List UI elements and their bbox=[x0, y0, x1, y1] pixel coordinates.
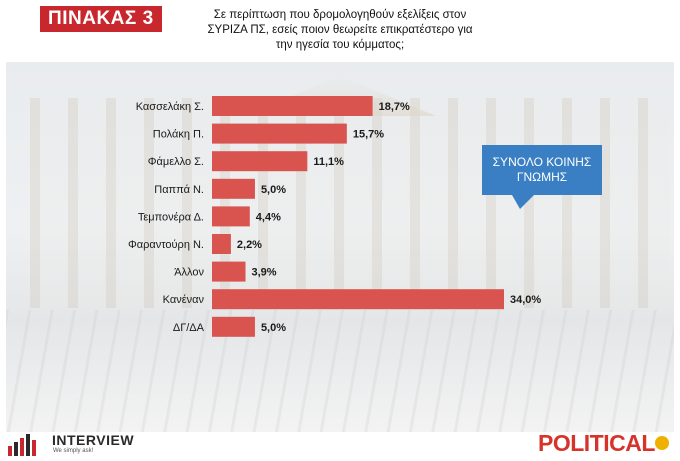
interview-tagline: We simply ask! bbox=[53, 448, 94, 454]
bar bbox=[212, 96, 373, 116]
category-label: Φαραντούρη Ν. bbox=[128, 239, 204, 251]
parliament-facade bbox=[30, 98, 670, 308]
political-logo: POLITICAL bbox=[538, 430, 655, 456]
value-label: 18,7% bbox=[379, 101, 410, 113]
value-label: 11,1% bbox=[313, 156, 344, 168]
value-label: 5,0% bbox=[261, 184, 286, 196]
bar bbox=[212, 123, 347, 144]
question-line: την ηγεσία του κόμματος; bbox=[275, 39, 405, 51]
category-label: Άλλον bbox=[174, 267, 204, 279]
survey-question: Σε περίπτωση που δρομολογηθούν εξελίξεις… bbox=[168, 8, 512, 53]
value-label: 15,7% bbox=[353, 129, 384, 141]
category-label: Παππά Ν. bbox=[154, 184, 204, 196]
question-line: ΣΥΡΙΖΑ ΠΣ, εσείς ποιον θεωρείτε επικρατέ… bbox=[207, 24, 473, 36]
category-label: Κασσελάκη Σ. bbox=[136, 101, 204, 113]
value-label: 4,4% bbox=[256, 211, 281, 223]
bar bbox=[212, 206, 250, 227]
interview-logo-text: INTERVIEW bbox=[52, 432, 135, 448]
bar bbox=[212, 289, 504, 310]
bar bbox=[212, 261, 246, 282]
question-line: Σε περίπτωση που δρομολογηθούν εξελίξεις… bbox=[213, 9, 467, 21]
bar bbox=[212, 151, 308, 172]
political-logo-dot-icon bbox=[655, 436, 669, 450]
category-label: Τεμπονέρα Δ. bbox=[138, 211, 204, 223]
value-label: 2,2% bbox=[237, 239, 262, 251]
value-label: 3,9% bbox=[251, 267, 276, 279]
category-label: Πολάκη Π. bbox=[153, 129, 204, 141]
value-label: 34,0% bbox=[510, 294, 541, 306]
value-label: 5,0% bbox=[261, 322, 286, 334]
callout-line: ΣΥΝΟΛΟ ΚΟΙΝΗΣ bbox=[492, 155, 592, 169]
interview-bars-icon bbox=[8, 434, 36, 456]
table-number-badge: ΠΙΝΑΚΑΣ 3 bbox=[40, 6, 162, 32]
category-label: Κανέναν bbox=[163, 294, 205, 306]
bar bbox=[212, 316, 255, 337]
category-label: Φάμελλο Σ. bbox=[148, 156, 204, 168]
square-pavement bbox=[6, 310, 674, 432]
bar bbox=[212, 178, 255, 199]
bar bbox=[212, 234, 231, 254]
public-opinion-callout: ΣΥΝΟΛΟ ΚΟΙΝΗΣ ΓΝΩΜΗΣ bbox=[482, 145, 602, 209]
callout-line: ΓΝΩΜΗΣ bbox=[516, 170, 568, 184]
category-label: ΔΓ/ΔΑ bbox=[173, 322, 205, 334]
